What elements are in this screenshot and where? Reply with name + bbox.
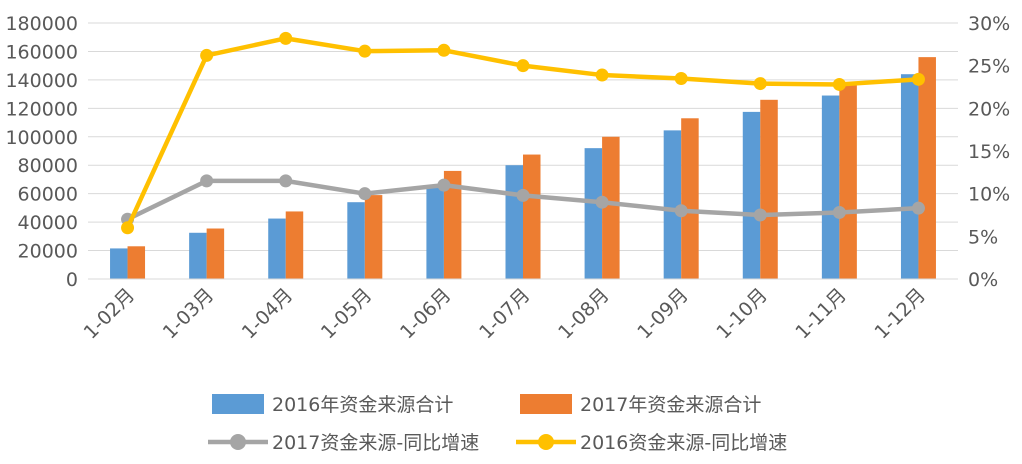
point: [516, 188, 530, 202]
x-tick-label: 1-07月: [475, 284, 534, 343]
bar: [443, 170, 462, 279]
x-tick-label: 1-05月: [317, 284, 376, 343]
legend-swatch: [212, 394, 264, 414]
legend: 2016年资金来源合计 2017年资金来源合计 2017资金来源-同比增速 2016资…: [208, 394, 787, 454]
point: [200, 48, 214, 62]
point: [832, 205, 846, 219]
bar: [584, 148, 603, 279]
point: [832, 77, 846, 91]
point: [358, 44, 372, 58]
y-right-tick-label: 10%: [968, 184, 1010, 206]
y-left-tick-label: 160000: [5, 41, 78, 63]
y-right-tick-label: 5%: [968, 226, 998, 248]
line-series: [121, 174, 925, 226]
point: [595, 68, 609, 82]
bar: [523, 154, 541, 279]
legend-label: 2017年资金来源合计: [580, 394, 761, 416]
legend-label: 2017资金来源-同比增速: [272, 432, 479, 454]
legend-item: 2017资金来源-同比增速: [208, 432, 479, 454]
bar: [189, 232, 207, 279]
x-axis: 1-02月 1-03月 1-04月 1-05月 1-06月 1-07月 1-08月 1-09月…: [80, 284, 930, 343]
point: [279, 31, 293, 45]
bar: [821, 95, 840, 280]
y-left-tick-label: 0: [66, 269, 78, 291]
x-tick-label: 1-08月: [554, 284, 613, 343]
legend-label: 2016年资金来源合计: [272, 394, 453, 416]
point: [358, 187, 372, 201]
y-left-tick-label: 140000: [5, 70, 78, 92]
point: [437, 43, 451, 57]
bar: [268, 218, 286, 279]
y-right-tick-label: 30%: [968, 13, 1010, 35]
point: [753, 208, 767, 222]
bar: [602, 136, 620, 279]
line-series: [121, 31, 925, 235]
bar: [742, 111, 761, 279]
x-tick-label: 1-11月: [791, 284, 850, 343]
bar-series: [110, 74, 919, 280]
x-tick-label: 1-02月: [80, 284, 139, 343]
bar-series: [127, 57, 936, 280]
point: [200, 174, 214, 188]
y-axis-left: 0 20000 40000 60000 80000 100000 120000 140000 1…: [5, 13, 78, 291]
point: [516, 59, 530, 73]
x-tick-label: 1-12月: [871, 284, 930, 343]
bar: [426, 185, 444, 279]
x-tick-label: 1-09月: [633, 284, 692, 343]
legend-item: 2017年资金来源合计: [520, 394, 761, 416]
y-left-tick-label: 180000: [5, 13, 78, 35]
legend-item: 2016年资金来源合计: [212, 394, 453, 416]
bar: [681, 118, 699, 280]
x-tick-label: 1-04月: [238, 284, 297, 343]
point: [279, 174, 293, 188]
y-left-tick-label: 20000: [18, 241, 78, 263]
y-right-tick-label: 0%: [968, 269, 998, 291]
bar: [127, 246, 146, 279]
y-left-tick-label: 40000: [18, 212, 78, 234]
bar: [110, 248, 128, 279]
y-left-tick-label: 60000: [18, 184, 78, 206]
point: [595, 195, 609, 209]
point: [121, 221, 135, 235]
legend-label: 2016资金来源-同比增速: [580, 432, 787, 454]
y-right-tick-label: 20%: [968, 98, 1010, 120]
y-right-tick-label: 25%: [968, 56, 1010, 78]
point: [911, 72, 925, 86]
legend-swatch: [520, 394, 572, 414]
bar: [206, 228, 225, 279]
legend-item: 2016资金来源-同比增速: [516, 432, 787, 454]
bar: [663, 130, 682, 279]
y-left-tick-label: 100000: [5, 127, 78, 149]
bar: [839, 82, 857, 279]
point: [911, 201, 925, 215]
bar: [760, 99, 778, 279]
y-left-tick-label: 80000: [18, 155, 78, 177]
point: [437, 178, 451, 192]
y-right-tick-label: 15%: [968, 141, 1010, 163]
x-tick-label: 1-10月: [712, 284, 771, 343]
bar: [900, 74, 919, 279]
legend-marker: [230, 434, 246, 450]
bar: [505, 165, 523, 279]
bar: [285, 211, 304, 279]
point: [674, 71, 688, 85]
y-axis-right: 0% 5% 10% 15% 20% 25% 30%: [968, 13, 1010, 291]
x-tick-label: 1-06月: [396, 284, 455, 343]
y-left-tick-label: 120000: [5, 98, 78, 120]
bar: [918, 57, 936, 280]
legend-marker: [538, 434, 554, 450]
point: [753, 77, 767, 91]
x-tick-label: 1-03月: [159, 284, 218, 343]
bar: [347, 202, 365, 279]
bar: [364, 195, 383, 279]
point: [674, 204, 688, 218]
